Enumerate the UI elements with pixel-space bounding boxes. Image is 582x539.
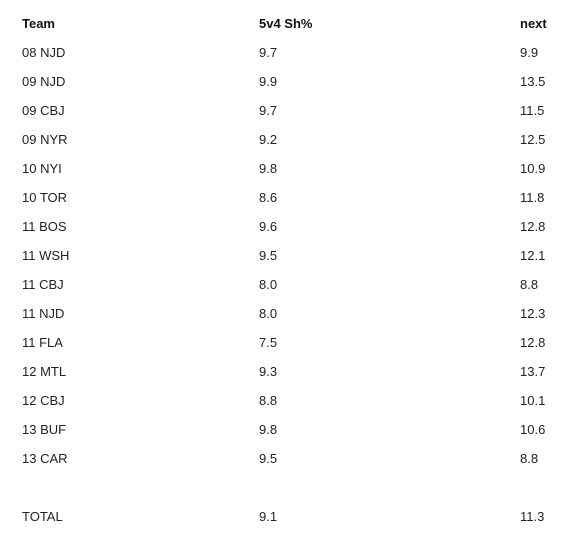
row-4-sh: 9.2 [259,132,278,147]
row-8-team: 11 WSH [22,248,70,263]
row-14-team: 13 BUF [22,422,67,437]
row-12-next: 13.7 [520,364,546,379]
row-14-next: 10.6 [520,422,546,437]
row-13-sh: 8.8 [259,393,278,408]
row-9-next: 8.8 [520,277,539,292]
row-6-next: 11.8 [520,190,545,205]
row-6-team: 10 TOR [22,190,68,205]
row-7-sh: 9.6 [259,219,278,234]
row-12-sh: 9.3 [259,364,278,379]
row-2-sh: 9.9 [259,74,278,89]
row-3-next: 11.5 [520,103,545,118]
row-15-team: 13 CAR [22,451,68,466]
row-6-sh: 8.6 [259,190,278,205]
row-10-team: 11 NJD [22,306,65,321]
row-1-team: 08 NJD [22,45,66,60]
row-9-team: 11 CBJ [22,277,64,292]
row-5-sh: 9.8 [259,161,278,176]
row-10-next: 12.3 [520,306,546,321]
total-label: TOTAL [22,509,63,524]
row-13-next: 10.1 [520,393,546,408]
row-3-sh: 9.7 [259,103,278,118]
total-next: 11.3 [520,509,545,524]
row-15-sh: 9.5 [259,451,278,466]
row-10-sh: 8.0 [259,306,278,321]
header-5v4-sh-pct: 5v4 Sh% [259,16,313,31]
row-4-next: 12.5 [520,132,546,147]
row-11-sh: 7.5 [259,335,278,350]
total-sh: 9.1 [259,509,278,524]
row-15-next: 8.8 [520,451,539,466]
row-14-sh: 9.8 [259,422,278,437]
row-1-next: 9.9 [520,45,539,60]
row-13-team: 12 CBJ [22,393,65,408]
row-5-next: 10.9 [520,161,546,176]
row-11-team: 11 FLA [22,335,63,350]
row-2-next: 13.5 [520,74,546,89]
row-1-sh: 9.7 [259,45,278,60]
row-7-team: 11 BOS [22,219,67,234]
row-3-team: 09 CBJ [22,103,65,118]
row-9-sh: 8.0 [259,277,278,292]
row-8-next: 12.1 [520,248,546,263]
row-5-team: 10 NYI [22,161,62,176]
row-12-team: 12 MTL [22,364,67,379]
header-next: next [520,16,547,31]
row-4-team: 09 NYR [22,132,68,147]
header-team: Team [22,16,55,31]
row-8-sh: 9.5 [259,248,278,263]
row-2-team: 09 NJD [22,74,66,89]
row-11-next: 12.8 [520,335,546,350]
row-7-next: 12.8 [520,219,546,234]
